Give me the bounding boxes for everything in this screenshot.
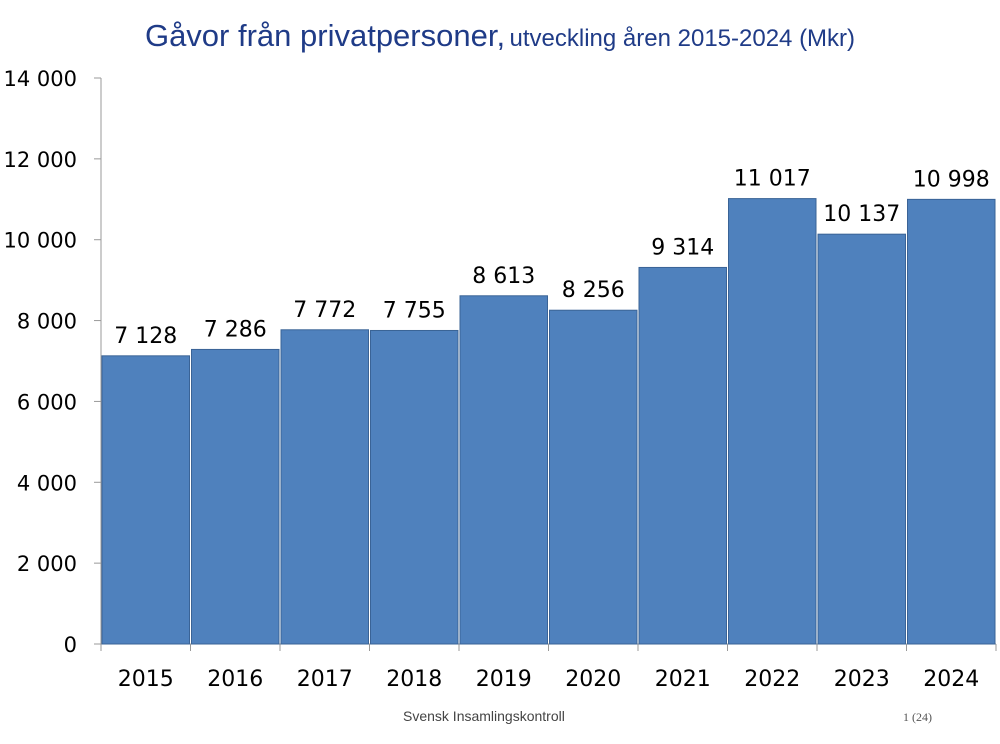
bar-2016: [191, 348, 280, 645]
data-label-2017: 7 772: [293, 298, 356, 323]
x-tick-label-2022: 2022: [744, 667, 800, 692]
x-tick-label-2018: 2018: [386, 667, 442, 692]
bar-2023: [817, 233, 906, 645]
x-tick-label-2016: 2016: [207, 667, 263, 692]
x-tick-label-2020: 2020: [565, 667, 621, 692]
data-label-2016: 7 286: [204, 317, 267, 342]
bar-2018: [370, 329, 459, 645]
data-label-2021: 9 314: [651, 235, 714, 260]
x-tick-label-2024: 2024: [923, 667, 979, 692]
bar-2015: [101, 355, 190, 645]
y-tick-label: 0: [64, 633, 77, 657]
chart-title-sub: utveckling åren 2015-2024 (Mkr): [509, 25, 856, 52]
data-label-2020: 8 256: [562, 278, 625, 303]
data-label-2022: 11 017: [734, 167, 811, 192]
data-label-2023: 10 137: [823, 202, 900, 227]
y-tick-label: 2 000: [17, 552, 77, 576]
data-label-2015: 7 128: [114, 324, 177, 349]
y-tick-label: 4 000: [17, 471, 77, 495]
y-tick-label: 10 000: [4, 229, 77, 253]
bar-2020: [549, 309, 638, 645]
x-tick-label-2023: 2023: [834, 667, 890, 692]
y-tick-label: 6 000: [17, 390, 77, 414]
data-label-2018: 7 755: [383, 298, 446, 323]
data-label-2019: 8 613: [472, 264, 535, 289]
bar-2021: [638, 266, 727, 645]
footer-source: Svensk Insamlingskontroll: [403, 708, 565, 724]
x-tick-label-2019: 2019: [476, 667, 532, 692]
bar-2024: [907, 198, 996, 645]
y-tick-label: 14 000: [4, 67, 77, 91]
bar-2017: [280, 329, 369, 645]
y-tick-label: 8 000: [17, 310, 77, 334]
bar-2022: [728, 198, 817, 645]
x-tick-label-2015: 2015: [118, 667, 174, 692]
x-tick-label-2021: 2021: [655, 667, 711, 692]
page-number: 1 (24): [903, 710, 932, 724]
chart-title-main: Gåvor från privatpersoner,: [144, 18, 506, 53]
chart-title: Gåvor från privatpersoner, utveckling år…: [0, 18, 1000, 54]
y-tick-label: 12 000: [4, 148, 77, 172]
bar-2019: [459, 295, 548, 645]
x-tick-label-2017: 2017: [297, 667, 353, 692]
data-label-2024: 10 998: [913, 167, 990, 192]
